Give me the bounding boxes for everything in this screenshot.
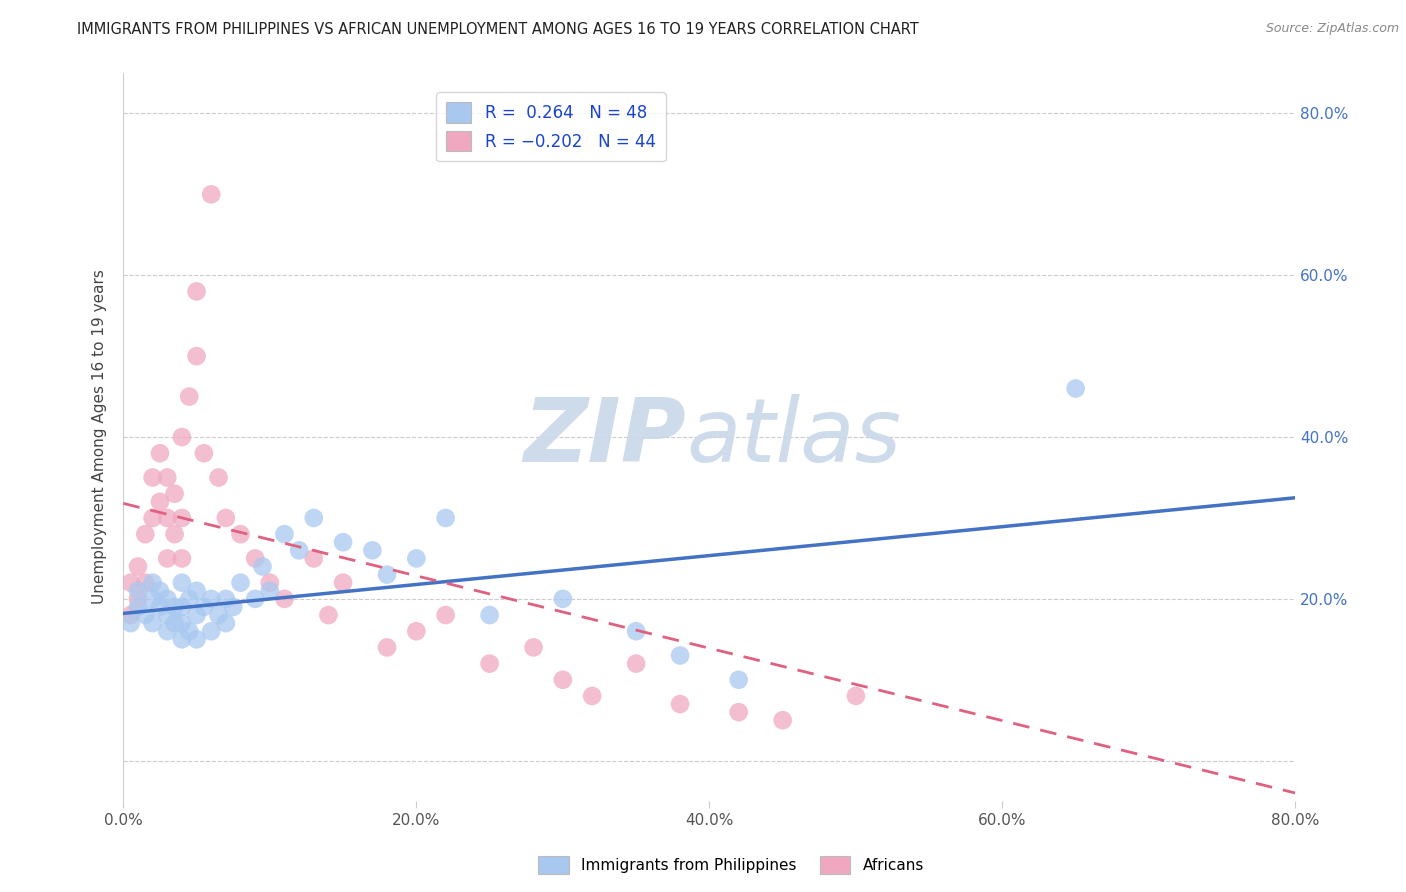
Point [127, 583, 149, 598]
Point [522, 640, 544, 655]
Point [186, 632, 208, 647]
Point [302, 511, 325, 525]
Text: ZIP: ZIP [523, 393, 686, 481]
Text: IMMIGRANTS FROM PHILIPPINES VS AFRICAN UNEMPLOYMENT AMONG AGES 16 TO 19 YEARS CO: IMMIGRANTS FROM PHILIPPINES VS AFRICAN U… [77, 22, 920, 37]
Point [142, 616, 165, 631]
Text: atlas: atlas [686, 394, 901, 480]
Point [434, 608, 457, 623]
Point [434, 511, 457, 525]
Point [156, 608, 179, 623]
Point [163, 527, 186, 541]
Point [772, 713, 794, 727]
Point [318, 608, 340, 623]
Point [163, 616, 186, 631]
Point [207, 608, 229, 623]
Point [207, 470, 229, 484]
Point [149, 446, 172, 460]
Point [163, 486, 186, 500]
Point [127, 599, 149, 614]
Point [156, 470, 179, 484]
Point [134, 527, 156, 541]
Point [669, 648, 692, 663]
Point [186, 583, 208, 598]
Point [179, 390, 201, 404]
Point [375, 567, 398, 582]
Point [405, 624, 427, 639]
Point [156, 511, 179, 525]
Point [243, 591, 266, 606]
Point [361, 543, 384, 558]
Point [288, 543, 311, 558]
Point [302, 551, 325, 566]
Point [120, 575, 142, 590]
Point [1064, 382, 1087, 396]
Point [215, 511, 238, 525]
Point [170, 511, 193, 525]
Point [252, 559, 274, 574]
Point [170, 551, 193, 566]
Point [142, 470, 165, 484]
Point [186, 349, 208, 363]
Point [215, 616, 238, 631]
Point [215, 591, 238, 606]
Point [200, 187, 222, 202]
Point [170, 575, 193, 590]
Point [478, 657, 501, 671]
Point [727, 705, 749, 719]
Point [222, 599, 245, 614]
Point [120, 608, 142, 623]
Point [375, 640, 398, 655]
Point [200, 624, 222, 639]
Point [229, 527, 252, 541]
Point [179, 624, 201, 639]
Point [163, 599, 186, 614]
Point [170, 616, 193, 631]
Point [193, 446, 215, 460]
Point [127, 591, 149, 606]
Point [186, 285, 208, 299]
Point [149, 583, 172, 598]
Point [170, 430, 193, 444]
Text: Source: ZipAtlas.com: Source: ZipAtlas.com [1265, 22, 1399, 36]
Point [259, 575, 281, 590]
Point [156, 551, 179, 566]
Point [332, 575, 354, 590]
Point [170, 632, 193, 647]
Point [581, 689, 603, 703]
Point [193, 599, 215, 614]
Point [727, 673, 749, 687]
Point [845, 689, 868, 703]
Point [624, 624, 647, 639]
Legend: Immigrants from Philippines, Africans: Immigrants from Philippines, Africans [533, 850, 929, 880]
Point [229, 575, 252, 590]
Point [259, 583, 281, 598]
Point [551, 591, 574, 606]
Point [551, 673, 574, 687]
Point [156, 591, 179, 606]
Point [134, 608, 156, 623]
Point [273, 527, 295, 541]
Point [142, 511, 165, 525]
Point [156, 624, 179, 639]
Point [179, 591, 201, 606]
Y-axis label: Unemployment Among Ages 16 to 19 years: Unemployment Among Ages 16 to 19 years [93, 269, 107, 605]
Point [200, 591, 222, 606]
Point [134, 575, 156, 590]
Legend: R =  0.264   N = 48, R = −0.202   N = 44: R = 0.264 N = 48, R = −0.202 N = 44 [436, 92, 666, 161]
Point [186, 608, 208, 623]
Point [624, 657, 647, 671]
Point [170, 599, 193, 614]
Point [142, 575, 165, 590]
Point [273, 591, 295, 606]
Point [149, 599, 172, 614]
Point [669, 697, 692, 711]
Point [243, 551, 266, 566]
Point [478, 608, 501, 623]
Point [332, 535, 354, 549]
Point [405, 551, 427, 566]
Point [142, 591, 165, 606]
Point [149, 495, 172, 509]
Point [127, 559, 149, 574]
Point [120, 616, 142, 631]
